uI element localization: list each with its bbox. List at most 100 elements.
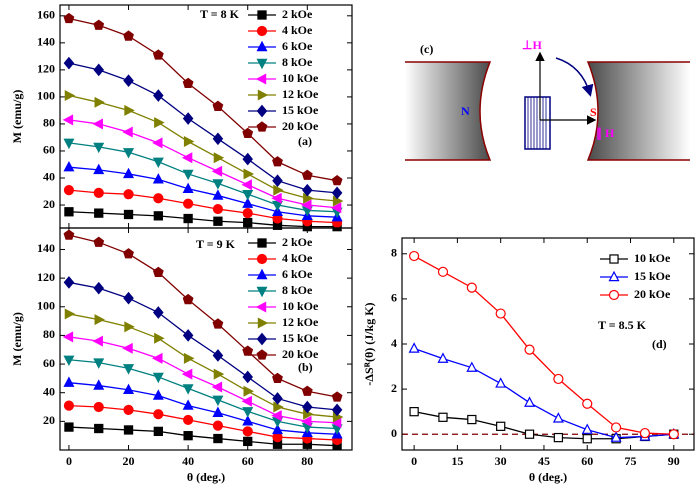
marker [182,77,194,88]
marker [183,431,193,441]
marker [212,420,224,431]
marker [213,368,225,380]
marker [152,352,163,364]
x-tick-label: 0 [411,454,417,468]
marker [182,293,194,305]
y-tick-label: 120 [37,62,55,76]
y-tick-label: 80 [43,327,55,341]
marker [123,209,134,220]
north-magnet [405,62,490,160]
legend-marker [256,40,268,52]
series-line [68,189,338,224]
legend-label: 10 kOe [282,71,319,85]
series-line [68,313,338,418]
marker [63,400,75,411]
marker [123,404,134,415]
x-tick-label: 30 [495,454,507,468]
marker [153,211,163,221]
plot-frame [401,237,695,451]
marker [64,90,76,102]
legend-marker [256,58,268,70]
marker [409,407,419,417]
marker [212,132,224,146]
marker [242,152,253,166]
marker [301,199,312,211]
marker [242,415,254,426]
series-line [68,119,338,209]
legend-label: 10 kOe [282,299,319,313]
x-tick-label: 40 [182,454,194,468]
marker [271,192,282,204]
marker [301,415,312,427]
marker [182,169,194,181]
legend-marker [256,286,268,298]
marker [63,160,75,172]
marker [152,266,164,278]
marker [93,379,105,390]
marker [94,314,105,326]
marker [183,198,194,209]
marker [123,291,134,305]
series-line [68,62,338,194]
chart: 20 40 60 80 100 120 140 0 20 40 60 80 2 kOe 4 kOe 6 kO… [10,227,353,484]
marker [183,414,194,426]
series-line [68,234,338,398]
marker [242,197,254,208]
marker [495,308,506,319]
legend-marker [257,10,267,20]
legend-label: 8 kOe [282,283,313,297]
marker [272,156,283,167]
annotation: (b) [298,360,313,374]
x-tick-label: 60 [581,454,593,468]
marker [409,250,420,262]
marker [610,422,622,433]
south-label: S [590,105,597,119]
annotation: T = 8 K [200,7,240,21]
legend-marker [255,301,267,313]
panel-label: (c) [420,42,433,56]
series-line [413,347,674,439]
legend-label: 12 kOe [282,315,319,329]
marker [62,114,74,126]
marker [437,266,449,277]
legend-marker [256,332,268,346]
y-tick-label: 160 [37,8,55,22]
marker [242,407,254,418]
marker [92,335,103,347]
marker [212,189,224,200]
marker [466,282,477,293]
marker [582,398,593,409]
marker [182,399,194,410]
marker [242,426,253,437]
marker [213,216,223,226]
y-tick-label: 2 [391,381,397,395]
marker [212,395,224,407]
rotation-arrow [555,57,594,97]
perp-label: ⊥H [522,38,542,52]
legend-marker [257,317,269,329]
para-label: ∥ H [596,126,615,140]
y-tick-label: 120 [37,270,55,284]
marker [124,104,135,116]
x-tick-label: 20 [123,454,135,468]
marker [93,358,105,369]
y-axis-label: M (emu/g) [10,312,24,366]
marker [553,432,564,443]
marker [213,433,223,444]
series-line [68,166,338,218]
marker [242,127,254,138]
marker [64,207,74,217]
legend-marker [257,238,267,248]
legend-label: 12 kOe [282,87,319,101]
series-line [68,281,338,411]
marker [331,403,343,417]
legend-label: 8 kOe [282,55,313,69]
marker [63,185,75,196]
marker [211,381,223,393]
annotation: T = 8.5 K [598,318,647,332]
marker [212,406,224,417]
marker [122,126,133,138]
legend-label: 20 kOe [282,119,319,133]
marker [242,190,254,201]
